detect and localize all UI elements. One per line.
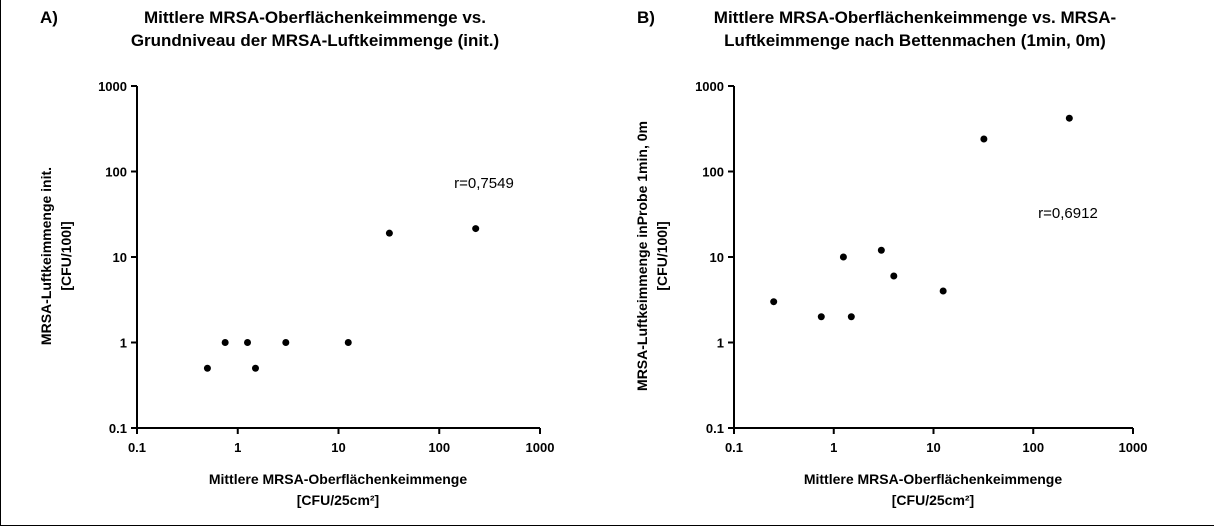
panel-a-y-tick-label: 0.1 bbox=[109, 421, 127, 436]
panel-a-y-tick-label: 1000 bbox=[98, 79, 127, 94]
panel-b-data-point bbox=[877, 246, 885, 254]
panel-a-data-point bbox=[282, 339, 290, 346]
panel-a-ylabel-line-1: MRSA-Luftkeimmenge init. bbox=[38, 167, 54, 345]
panel-b-y-tick-label: 1 bbox=[717, 336, 724, 351]
panel-b-y-tick-label: 10 bbox=[710, 250, 724, 265]
panel-b-data-point bbox=[939, 287, 947, 295]
panel-b-ylabel-line-2: [CFU/100l] bbox=[654, 221, 670, 290]
panel-b-ylabel-line-1: MRSA-Luftkeimmenge inProbe 1min, 0m bbox=[634, 121, 650, 391]
panel-a-data-point bbox=[251, 364, 259, 372]
panel-a-y-tick-label: 10 bbox=[113, 250, 127, 265]
panel-a-data-point bbox=[203, 364, 211, 372]
panel-b-data-point bbox=[770, 298, 778, 306]
panel-b-data-point bbox=[847, 313, 855, 321]
panel-a-x-tick-label: 0.1 bbox=[128, 440, 146, 455]
panel-b-data-point bbox=[839, 253, 847, 261]
panel-a: A) Mittlere MRSA-Oberflächenkeimmenge vs… bbox=[38, 8, 554, 508]
panel-b-x-tick-label: 1000 bbox=[1119, 440, 1148, 455]
panel-a-data-point bbox=[244, 339, 252, 346]
panel-b-x-tick-label: 0.1 bbox=[725, 440, 743, 455]
panel-b-plot-area: 0.1 1 10 100 1000 0.1 1 10 100 1000 bbox=[695, 79, 1147, 455]
panel-b-xlabel-line-1: Mittlere MRSA-Oberflächenkeimmenge bbox=[804, 471, 1062, 487]
panel-a-x-tick-label: 1000 bbox=[526, 440, 555, 455]
panel-b-xlabel-line-2: [CFU/25cm²] bbox=[892, 492, 974, 508]
panel-a-correlation-annotation: r=0,7549 bbox=[454, 175, 514, 192]
panel-a-ylabel-line-2: [CFU/100l] bbox=[58, 221, 74, 290]
panel-a-x-tick-label: 10 bbox=[331, 440, 345, 455]
panel-b-y-tick-label: 100 bbox=[702, 165, 724, 180]
panel-a-data-point bbox=[385, 229, 393, 237]
panel-b-correlation-annotation: r=0,6912 bbox=[1038, 205, 1098, 222]
panel-b-y-tick-label: 1000 bbox=[695, 79, 724, 94]
panel-b-x-tick-label: 100 bbox=[1022, 440, 1044, 455]
panel-b-data-point bbox=[980, 135, 988, 143]
panel-b-data-point bbox=[1065, 114, 1073, 122]
panel-a-x-tick-label: 100 bbox=[428, 440, 450, 455]
panel-b-data-point bbox=[817, 313, 825, 321]
panel-a-title-line-1: Mittlere MRSA-Oberflächenkeimmenge vs. bbox=[144, 8, 486, 27]
panel-b: B) Mittlere MRSA-Oberflächenkeimmenge vs… bbox=[634, 8, 1147, 508]
panel-a-y-tick-label: 1 bbox=[120, 336, 127, 351]
panel-a-x-tick-label: 1 bbox=[234, 440, 241, 455]
panel-a-xlabel-line-1: Mittlere MRSA-Oberflächenkeimmenge bbox=[209, 471, 467, 487]
panel-b-title-line-2: Luftkeimmenge nach Bettenmachen (1min, 0… bbox=[724, 31, 1106, 50]
panel-a-xlabel-line-2: [CFU/25cm²] bbox=[297, 492, 379, 508]
panel-a-data-point bbox=[472, 225, 480, 233]
panel-b-letter: B) bbox=[637, 8, 655, 27]
panel-a-title-line-2: Grundniveau der MRSA-Luftkeimmenge (init… bbox=[131, 31, 499, 50]
panel-b-title-line-1: Mittlere MRSA-Oberflächenkeimmenge vs. M… bbox=[714, 8, 1116, 27]
panel-b-x-tick-label: 1 bbox=[830, 440, 837, 455]
panel-a-data-point bbox=[344, 339, 352, 346]
panel-a-plot-area: 0.1 1 10 100 1000 0.1 1 10 100 1000 bbox=[98, 79, 554, 455]
panel-a-data-point bbox=[221, 339, 229, 346]
panel-b-x-tick-label: 10 bbox=[926, 440, 940, 455]
panel-b-y-tick-label: 0.1 bbox=[706, 421, 724, 436]
panel-a-y-tick-label: 100 bbox=[105, 165, 127, 180]
panel-b-data-point bbox=[890, 272, 898, 280]
panel-a-letter: A) bbox=[40, 8, 58, 27]
